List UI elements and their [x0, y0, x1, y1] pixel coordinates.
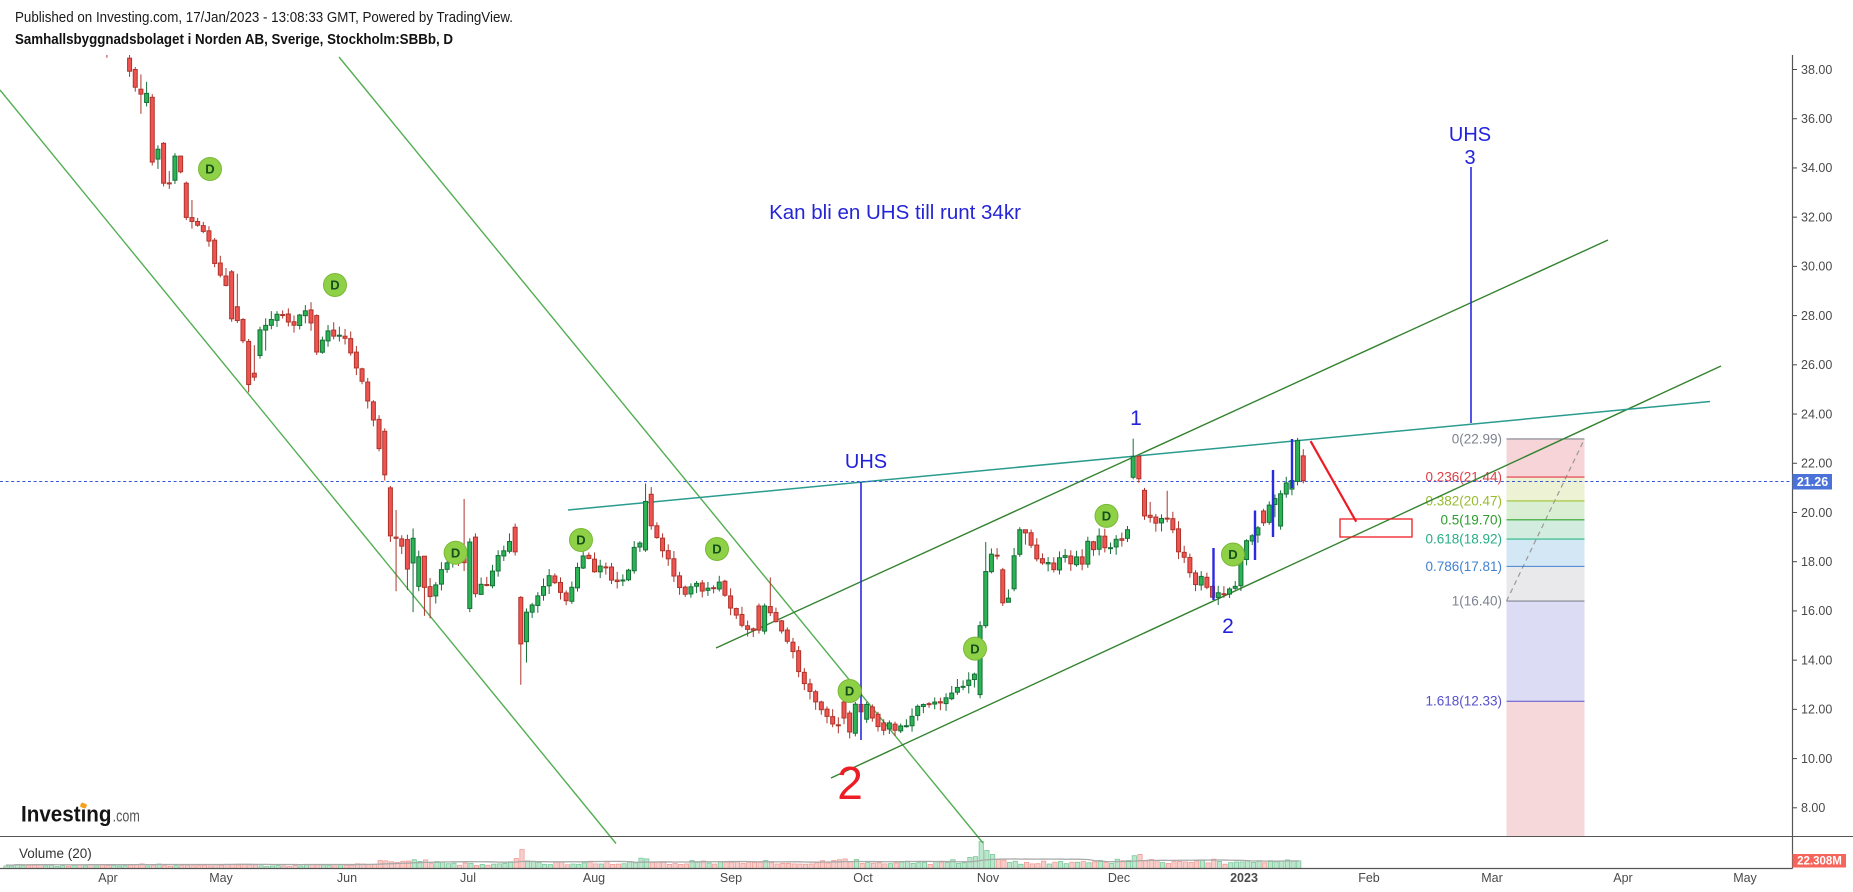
- svg-text:D: D: [330, 278, 339, 293]
- svg-text:.com: .com: [113, 807, 140, 826]
- svg-text:36.00: 36.00: [1801, 112, 1832, 126]
- svg-text:0.5(19.70): 0.5(19.70): [1440, 512, 1502, 527]
- svg-text:32.00: 32.00: [1801, 210, 1832, 224]
- svg-text:Samhallsbyggnadsbolaget i Nord: Samhallsbyggnadsbolaget i Norden AB, Sve…: [15, 32, 453, 48]
- svg-text:D: D: [1102, 509, 1111, 524]
- svg-text:Sep: Sep: [720, 871, 742, 885]
- svg-text:1: 1: [1130, 407, 1142, 430]
- svg-text:Published on Investing.com, 17: Published on Investing.com, 17/Jan/2023 …: [15, 10, 513, 26]
- svg-text:0.236(21.44): 0.236(21.44): [1425, 470, 1502, 485]
- svg-text:21.26: 21.26: [1797, 475, 1828, 489]
- svg-text:0.382(20.47): 0.382(20.47): [1425, 493, 1502, 508]
- svg-text:0(22.99): 0(22.99): [1452, 431, 1502, 446]
- svg-text:Oct: Oct: [853, 871, 873, 885]
- svg-text:May: May: [1733, 871, 1757, 885]
- svg-text:D: D: [205, 162, 214, 177]
- svg-text:2: 2: [837, 757, 863, 809]
- svg-text:18.00: 18.00: [1801, 555, 1832, 569]
- svg-text:D: D: [970, 641, 979, 656]
- svg-text:Jun: Jun: [337, 871, 357, 885]
- svg-text:UHS: UHS: [845, 451, 887, 473]
- svg-text:Kan bli en UHS till runt 34kr: Kan bli en UHS till runt 34kr: [769, 201, 1021, 224]
- svg-text:20.00: 20.00: [1801, 506, 1832, 520]
- svg-text:2023: 2023: [1230, 871, 1258, 885]
- svg-text:Jul: Jul: [460, 871, 476, 885]
- svg-text:Dec: Dec: [1108, 871, 1130, 885]
- svg-text:24.00: 24.00: [1801, 407, 1832, 421]
- svg-text:May: May: [209, 871, 233, 885]
- svg-text:D: D: [451, 545, 460, 560]
- svg-text:D: D: [712, 542, 721, 557]
- svg-text:Volume (20): Volume (20): [19, 846, 92, 861]
- svg-text:Nov: Nov: [977, 871, 1000, 885]
- svg-text:0.618(18.92): 0.618(18.92): [1425, 532, 1502, 547]
- svg-text:38.00: 38.00: [1801, 63, 1832, 77]
- svg-text:1.618(12.33): 1.618(12.33): [1425, 694, 1502, 709]
- svg-text:26.00: 26.00: [1801, 358, 1832, 372]
- svg-text:D: D: [576, 533, 585, 548]
- svg-text:Aug: Aug: [583, 871, 605, 885]
- svg-text:Feb: Feb: [1358, 871, 1380, 885]
- svg-text:Investıng: Investıng: [21, 802, 112, 827]
- svg-text:D: D: [845, 684, 854, 699]
- svg-text:22.308M: 22.308M: [1797, 856, 1842, 868]
- svg-text:14.00: 14.00: [1801, 653, 1832, 667]
- svg-text:0.786(17.81): 0.786(17.81): [1425, 559, 1502, 574]
- svg-text:Apr: Apr: [1613, 871, 1632, 885]
- svg-text:Apr: Apr: [98, 871, 117, 885]
- svg-text:28.00: 28.00: [1801, 309, 1832, 323]
- svg-text:12.00: 12.00: [1801, 703, 1832, 717]
- svg-text:3: 3: [1464, 147, 1475, 169]
- svg-text:1(16.40): 1(16.40): [1452, 594, 1502, 609]
- svg-text:2: 2: [1222, 615, 1234, 638]
- svg-text:UHS: UHS: [1449, 124, 1491, 146]
- svg-text:8.00: 8.00: [1801, 801, 1825, 815]
- svg-text:16.00: 16.00: [1801, 604, 1832, 618]
- svg-text:Mar: Mar: [1481, 871, 1503, 885]
- svg-text:34.00: 34.00: [1801, 161, 1832, 175]
- svg-text:30.00: 30.00: [1801, 260, 1832, 274]
- svg-text:D: D: [1228, 547, 1237, 562]
- svg-text:22.00: 22.00: [1801, 457, 1832, 471]
- svg-text:10.00: 10.00: [1801, 752, 1832, 766]
